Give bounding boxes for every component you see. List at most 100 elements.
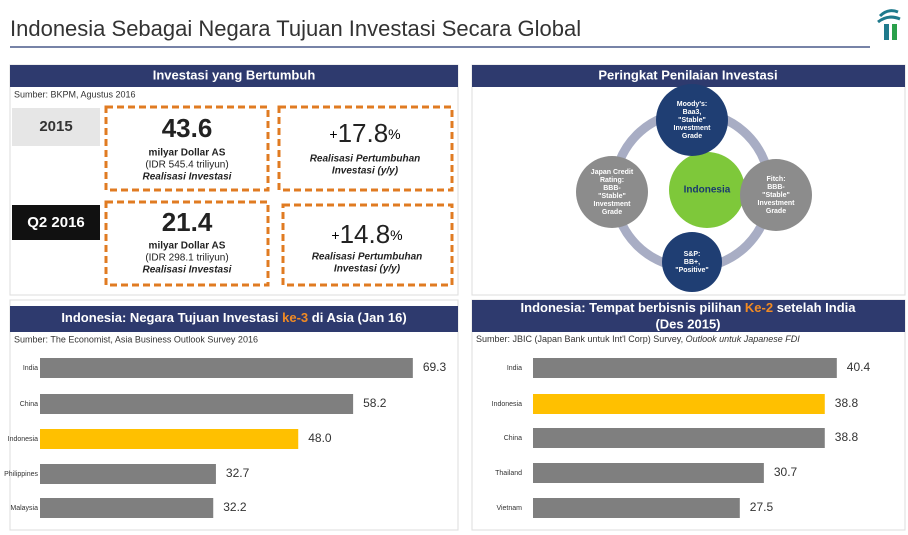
panel-frame bbox=[471, 299, 906, 531]
growth-sign: + bbox=[331, 227, 339, 243]
value-label: 40.4 bbox=[847, 360, 871, 374]
category-label: China bbox=[504, 435, 522, 442]
bar bbox=[533, 498, 740, 518]
value-label: 30.7 bbox=[774, 465, 798, 479]
value-label: 48.0 bbox=[308, 431, 332, 445]
rating-text: Baa3, bbox=[683, 109, 702, 116]
title-part: Indonesia: Tempat berbisnis pilihan bbox=[521, 300, 745, 315]
bar bbox=[533, 428, 825, 448]
value-label: 38.8 bbox=[835, 430, 859, 444]
amount-caption: Realisasi Investasi bbox=[143, 265, 232, 276]
logo bbox=[877, 9, 901, 40]
rating-panel: Peringkat Penilaian Investasi Indonesia … bbox=[471, 64, 906, 296]
rating-node bbox=[662, 232, 722, 292]
rating-text: Investment bbox=[594, 201, 632, 208]
bar bbox=[40, 429, 299, 449]
growth: +14.8% bbox=[331, 219, 402, 249]
growth-value: 14.8 bbox=[340, 219, 391, 249]
amount: 21.4 bbox=[162, 207, 213, 237]
category-label: Vietnam bbox=[496, 505, 522, 512]
category-label: Thailand bbox=[495, 470, 522, 477]
rating-node bbox=[656, 84, 728, 156]
title-emphasis: Ke-2 bbox=[745, 300, 773, 315]
title-part: di Asia (Jan 16) bbox=[308, 310, 407, 325]
category-label: India bbox=[507, 365, 522, 372]
period-box bbox=[12, 205, 100, 240]
title-part: Indonesia: Negara Tujuan Investasi bbox=[61, 310, 282, 325]
category-label: Philippines bbox=[4, 471, 38, 478]
panel-frame bbox=[9, 299, 459, 531]
rating-text: Fitch: bbox=[766, 176, 785, 183]
growth-caption: Investasi (y/y) bbox=[334, 264, 401, 275]
bar bbox=[533, 394, 825, 414]
title-emphasis: ke-3 bbox=[282, 310, 308, 325]
chart-title: Indonesia: Tempat berbisnis pilihan Ke-2… bbox=[521, 300, 857, 315]
slide-title: Indonesia Sebagai Negara Tujuan Investas… bbox=[10, 16, 581, 41]
center-label: Indonesia bbox=[684, 185, 731, 196]
panel-header bbox=[472, 300, 905, 332]
rating-text: Grade bbox=[682, 133, 702, 140]
rating-text: S&P: bbox=[684, 251, 701, 258]
period-box bbox=[12, 108, 100, 146]
growth-box bbox=[281, 203, 454, 287]
category-label: India bbox=[23, 365, 38, 372]
amount: 43.6 bbox=[162, 113, 213, 143]
growth-caption: Realisasi Pertumbuhan bbox=[310, 154, 421, 165]
growth-unit: % bbox=[390, 227, 402, 243]
source-part: Outlook untuk Japanese FDI bbox=[686, 334, 801, 344]
amount-box bbox=[104, 105, 270, 192]
bar bbox=[533, 358, 837, 378]
chart-title: Indonesia: Negara Tujuan Investasi ke-3 … bbox=[61, 310, 406, 325]
category-label: Malaysia bbox=[10, 505, 38, 512]
value-label: 38.8 bbox=[835, 396, 859, 410]
bar-panel: Indonesia: Negara Tujuan Investasi ke-3 … bbox=[9, 299, 459, 531]
value-label: 58.2 bbox=[363, 396, 387, 410]
period: Q2 2016 bbox=[27, 214, 85, 231]
source-part: Sumber: JBIC (Japan Bank untuk Int'l Cor… bbox=[476, 334, 686, 344]
amount-unit: milyar Dollar AS bbox=[149, 241, 226, 252]
title-part: setelah India bbox=[773, 300, 856, 315]
value-label: 32.7 bbox=[226, 466, 250, 480]
rating-text: "Stable" bbox=[678, 117, 706, 124]
bar bbox=[40, 498, 214, 518]
rating-text: "Stable" bbox=[598, 193, 626, 200]
panel-title: Investasi yang Bertumbuh bbox=[153, 67, 316, 82]
amount-unit: milyar Dollar AS bbox=[149, 148, 226, 159]
chart-title: (Des 2015) bbox=[655, 316, 720, 331]
source: Sumber: BKPM, Agustus 2016 bbox=[14, 89, 136, 99]
source: Sumber: JBIC (Japan Bank untuk Int'l Cor… bbox=[476, 334, 800, 344]
rating-text: BB+, bbox=[684, 259, 700, 266]
bar bbox=[40, 394, 354, 414]
bar bbox=[40, 358, 413, 378]
value-label: 32.2 bbox=[223, 500, 247, 514]
amount-caption: Realisasi Investasi bbox=[143, 172, 232, 183]
amount-idr: (IDR 298.1 triliyun) bbox=[145, 253, 228, 264]
amount-box bbox=[104, 200, 270, 287]
category-label: Indonesia bbox=[492, 401, 522, 408]
rating-text: "Positive" bbox=[675, 267, 708, 274]
category-label: Indonesia bbox=[8, 436, 38, 443]
value-label: 27.5 bbox=[750, 500, 774, 514]
rating-text: Investment bbox=[674, 125, 712, 132]
amount-idr: (IDR 545.4 triliyun) bbox=[145, 160, 228, 171]
rating-text: Grade bbox=[602, 209, 622, 216]
bar-panel: Indonesia: Tempat berbisnis pilihan Ke-2… bbox=[471, 299, 906, 531]
rating-text: BBB- bbox=[603, 185, 621, 192]
growth-sign: + bbox=[329, 126, 337, 142]
rating-text: Japan Credit bbox=[591, 169, 634, 176]
category-label: China bbox=[20, 401, 38, 408]
rating-text: Investment bbox=[758, 200, 796, 207]
panel-title: Peringkat Penilaian Investasi bbox=[598, 67, 777, 82]
bar bbox=[533, 463, 764, 483]
growth-caption: Realisasi Pertumbuhan bbox=[312, 252, 423, 263]
rating-text: Moody's: bbox=[677, 101, 707, 108]
bar bbox=[40, 464, 216, 484]
panel-header bbox=[10, 306, 458, 332]
source: Sumber: The Economist, Asia Business Out… bbox=[14, 334, 258, 344]
rating-text: "Stable" bbox=[762, 192, 790, 199]
growth-caption: Investasi (y/y) bbox=[332, 166, 399, 177]
period: 2015 bbox=[39, 118, 72, 135]
rating-text: BBB- bbox=[767, 184, 785, 191]
panel-header bbox=[472, 65, 905, 87]
rating-node bbox=[740, 159, 812, 231]
